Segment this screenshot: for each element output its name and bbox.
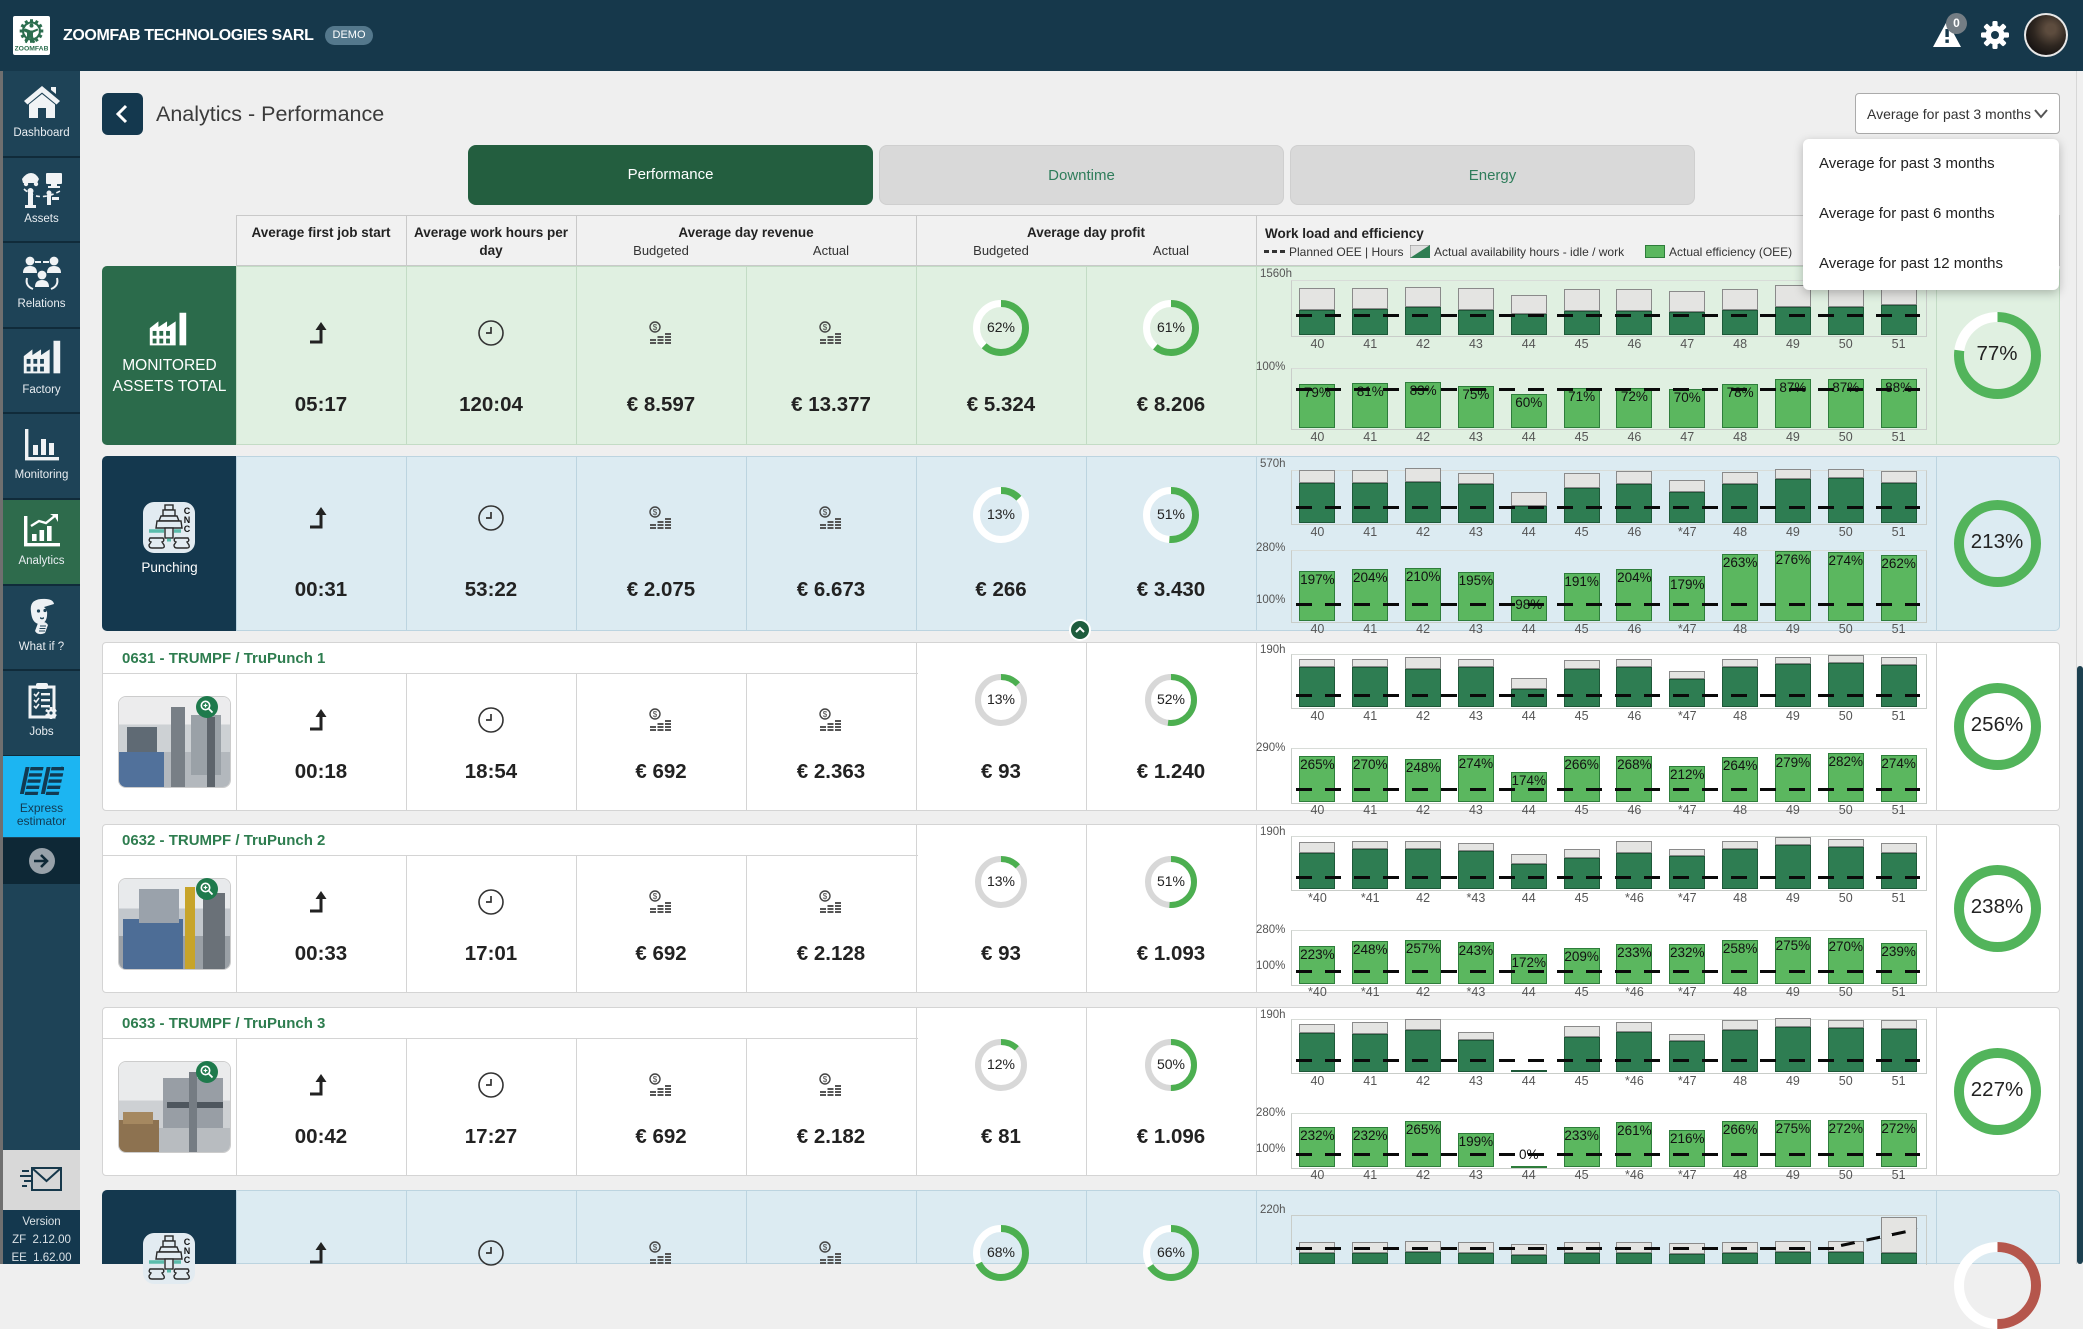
svg-text:$: $ <box>653 323 658 332</box>
svg-text:$: $ <box>823 1075 828 1084</box>
svg-text:$: $ <box>653 508 658 517</box>
svg-text:C: C <box>184 524 191 534</box>
svg-text:$: $ <box>823 323 828 332</box>
svg-text:$: $ <box>653 1075 658 1084</box>
svg-text:$: $ <box>823 508 828 517</box>
svg-text:$: $ <box>653 892 658 901</box>
svg-text:C: C <box>184 1255 191 1265</box>
svg-text:$: $ <box>653 1243 658 1252</box>
svg-text:$: $ <box>823 1243 828 1252</box>
svg-text:N: N <box>184 515 191 525</box>
svg-text:N: N <box>184 1246 191 1256</box>
svg-text:$: $ <box>823 892 828 901</box>
svg-text:ZOOMFAB: ZOOMFAB <box>15 46 48 53</box>
svg-text:$: $ <box>823 710 828 719</box>
svg-text:C: C <box>184 506 191 516</box>
svg-text:C: C <box>184 1237 191 1247</box>
svg-text:$: $ <box>653 710 658 719</box>
